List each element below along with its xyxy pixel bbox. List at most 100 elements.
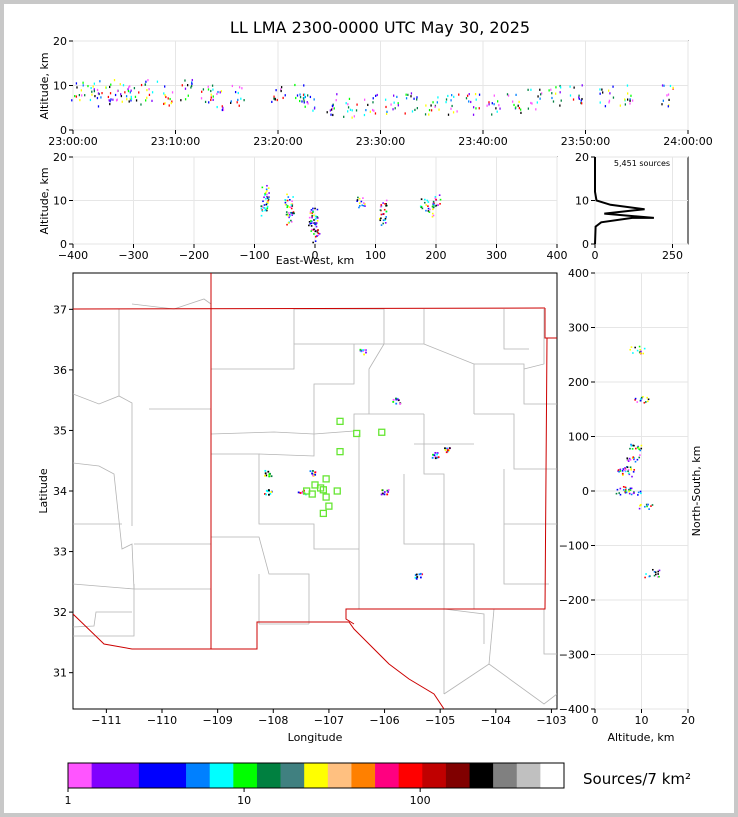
time-source-mark — [630, 94, 632, 97]
ns-source-mark — [640, 503, 642, 506]
time-source-mark — [130, 97, 133, 101]
ns-panel-grid — [594, 272, 689, 710]
ns-ytick-label: 0 — [582, 485, 589, 498]
colorbar-cell — [115, 763, 140, 788]
time-source-mark — [662, 99, 665, 102]
time-source-mark — [303, 84, 305, 87]
time-ytick-label: 0 — [60, 124, 67, 137]
ew-source-mark — [284, 201, 287, 204]
time-source-mark — [468, 93, 470, 96]
time-source-mark — [163, 92, 165, 95]
ew-panel-ylabel: Altitude, km — [38, 167, 51, 234]
time-source-mark — [121, 100, 123, 103]
map-source-mark — [447, 448, 450, 451]
ew-source-mark — [289, 206, 292, 209]
ew-source-mark — [288, 206, 291, 208]
time-source-mark — [475, 107, 477, 110]
map-source-mark — [434, 455, 437, 458]
ns-source-mark — [631, 475, 633, 478]
time-source-mark — [404, 112, 406, 115]
time-source-mark — [124, 91, 126, 94]
time-source-mark — [94, 94, 96, 98]
ew-source-mark — [312, 229, 314, 231]
ew-source-mark — [356, 200, 358, 202]
ew-tick-label: 100 — [365, 249, 386, 262]
time-source-mark — [470, 100, 472, 104]
time-source-mark — [301, 100, 303, 103]
map-source-mark — [363, 353, 365, 356]
map-source-mark — [314, 473, 317, 476]
time-source-mark — [371, 108, 374, 112]
time-source-mark — [478, 107, 480, 110]
colorbar-cell — [469, 763, 494, 788]
lma-station-marker — [308, 490, 316, 498]
time-source-mark — [156, 80, 159, 83]
ns-tick-label: 20 — [681, 714, 695, 727]
time-panel-sources — [71, 78, 674, 119]
ns-ytick-label: 100 — [568, 431, 589, 444]
time-source-mark — [91, 93, 93, 96]
time-ytick-label: 20 — [53, 35, 67, 48]
time-source-mark — [120, 93, 122, 96]
ew-source-mark — [379, 209, 382, 211]
time-source-mark — [96, 96, 99, 100]
time-source-mark — [554, 92, 557, 95]
ew-source-mark — [384, 219, 386, 221]
time-source-mark — [488, 101, 490, 104]
time-source-mark — [276, 98, 278, 102]
ew-source-mark — [432, 203, 435, 206]
map-source-mark — [270, 491, 273, 493]
map-source-mark — [312, 470, 314, 472]
time-source-mark — [599, 101, 601, 104]
time-source-mark — [517, 104, 519, 107]
map-tick-label: −104 — [481, 714, 511, 727]
ew-source-mark — [288, 216, 290, 219]
ew-ytick-label: 0 — [60, 238, 67, 251]
hist-ytick-label: 10 — [575, 195, 589, 208]
ns-source-mark — [630, 346, 633, 348]
time-source-mark — [332, 113, 334, 117]
time-source-mark — [384, 98, 387, 101]
time-source-mark — [661, 103, 663, 106]
time-source-mark — [138, 91, 140, 94]
colorbar-cells — [68, 763, 565, 788]
ns-panel-xlabel: Altitude, km — [607, 731, 674, 744]
time-source-mark — [241, 87, 243, 90]
ew-source-mark — [423, 201, 426, 204]
ew-source-mark — [266, 205, 269, 208]
colorbar-cell — [209, 763, 234, 788]
time-source-mark — [535, 108, 537, 111]
time-source-mark — [210, 96, 212, 99]
ns-source-mark — [633, 444, 635, 447]
map-source-mark — [447, 449, 449, 452]
ew-source-mark — [291, 205, 294, 207]
time-source-mark — [513, 103, 515, 107]
ew-source-mark — [311, 212, 314, 214]
time-source-mark — [168, 104, 170, 107]
ns-source-mark — [619, 493, 622, 496]
time-source-mark — [330, 113, 332, 116]
time-source-mark — [238, 104, 240, 107]
ns-source-mark — [633, 458, 635, 461]
colorbar: 1 10 100 Sources/7 km² — [65, 762, 691, 807]
time-source-mark — [97, 105, 100, 108]
time-source-mark — [511, 100, 514, 103]
ew-source-mark — [312, 207, 314, 210]
time-source-mark — [488, 103, 490, 106]
ew-tick-label: −400 — [58, 249, 88, 262]
time-source-mark — [496, 110, 498, 113]
time-source-mark — [411, 110, 414, 113]
ew-source-mark — [314, 218, 317, 220]
map-source-mark — [265, 474, 268, 477]
map-source-mark — [446, 447, 448, 450]
map-source-mark — [264, 469, 267, 472]
time-source-mark — [275, 89, 277, 92]
time-source-mark — [666, 94, 668, 97]
ew-source-mark — [309, 211, 312, 213]
lma-station-marker — [316, 484, 325, 492]
map-source-mark — [365, 351, 367, 354]
time-tick-label: 23:40:00 — [458, 135, 507, 148]
ns-source-mark — [643, 401, 646, 404]
colorbar-cell — [186, 763, 211, 788]
ew-source-mark — [360, 200, 363, 203]
